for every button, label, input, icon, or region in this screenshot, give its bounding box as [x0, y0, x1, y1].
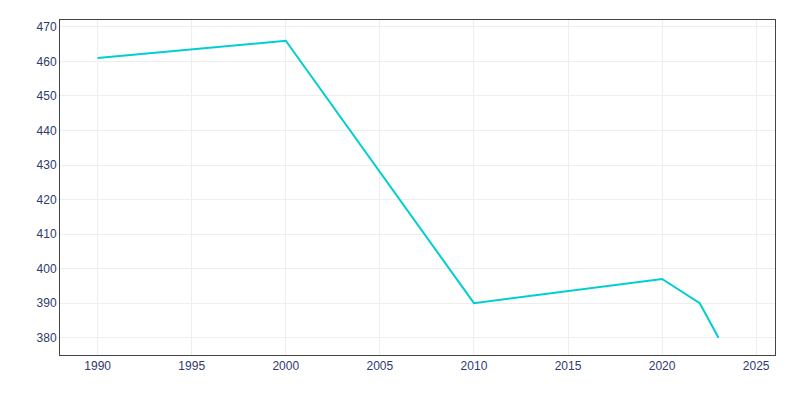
svg-text:2010: 2010	[461, 359, 488, 373]
svg-text:2005: 2005	[367, 359, 394, 373]
svg-text:2015: 2015	[555, 359, 582, 373]
svg-text:1990: 1990	[84, 359, 111, 373]
svg-text:470: 470	[37, 20, 57, 34]
svg-text:380: 380	[37, 331, 57, 345]
svg-text:440: 440	[37, 124, 57, 138]
svg-text:460: 460	[37, 55, 57, 69]
svg-text:400: 400	[37, 262, 57, 276]
svg-text:2000: 2000	[272, 359, 299, 373]
svg-text:430: 430	[37, 158, 57, 172]
svg-text:420: 420	[37, 193, 57, 207]
svg-text:1995: 1995	[178, 359, 205, 373]
svg-text:2025: 2025	[743, 359, 770, 373]
svg-text:2020: 2020	[649, 359, 676, 373]
svg-text:390: 390	[37, 296, 57, 310]
svg-text:410: 410	[37, 227, 57, 241]
svg-text:450: 450	[37, 89, 57, 103]
